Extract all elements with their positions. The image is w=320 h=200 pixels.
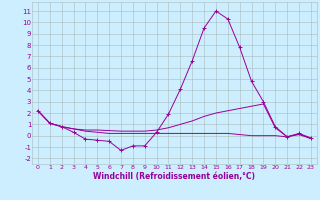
X-axis label: Windchill (Refroidissement éolien,°C): Windchill (Refroidissement éolien,°C): [93, 172, 255, 181]
